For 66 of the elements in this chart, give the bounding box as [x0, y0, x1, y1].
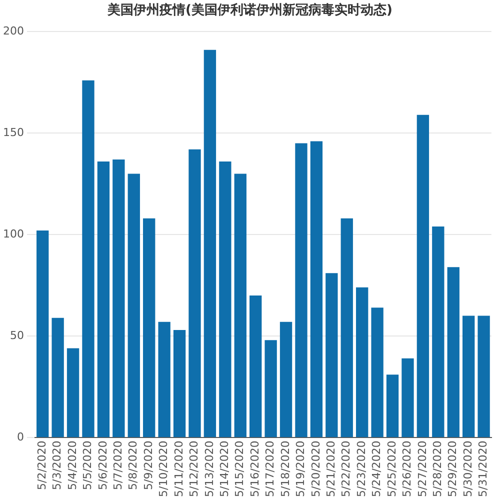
- bar: [280, 322, 292, 438]
- x-tick-label: 5/12/2020: [188, 440, 201, 498]
- bar: [371, 308, 384, 438]
- x-tick-label: 5/19/2020: [294, 440, 308, 498]
- bar: [356, 287, 368, 438]
- bar: [402, 358, 414, 438]
- x-tick-label: 5/2/2020: [35, 440, 48, 490]
- y-tick-label: 200: [2, 24, 24, 38]
- bar: [52, 318, 64, 438]
- bar: [143, 218, 156, 438]
- x-tick-label: 5/8/2020: [126, 440, 140, 490]
- x-tick-label: 5/21/2020: [324, 440, 338, 498]
- x-tick-label: 5/17/2020: [264, 440, 277, 498]
- bar: [264, 340, 277, 438]
- bar: [416, 114, 430, 438]
- x-tick-label: 5/11/2020: [172, 440, 186, 498]
- bar: [128, 174, 140, 438]
- bar: [310, 141, 323, 438]
- x-tick-label: 5/4/2020: [66, 440, 79, 490]
- x-tick-label: 5/25/2020: [385, 440, 398, 498]
- bar: [82, 80, 94, 438]
- chart-title: 美国伊州疫情(美国伊利诺伊州新冠病毒实时动态): [106, 2, 394, 20]
- x-tick-label: 5/29/2020: [446, 440, 460, 498]
- x-tick-label: 5/30/2020: [461, 440, 474, 498]
- bar: [462, 316, 475, 438]
- x-tick-label: 5/16/2020: [248, 440, 262, 498]
- bar: [188, 149, 201, 438]
- x-tick-label: 5/24/2020: [370, 440, 384, 498]
- x-tick-label: 5/26/2020: [400, 440, 414, 498]
- bar: [219, 162, 232, 438]
- x-tick-label: 5/14/2020: [218, 440, 232, 498]
- x-tick-label: 5/9/2020: [142, 440, 155, 490]
- x-tick-label: 5/7/2020: [112, 440, 125, 490]
- y-tick-label: 100: [2, 227, 24, 240]
- x-tick-label: 5/18/2020: [278, 440, 292, 498]
- bar: [250, 296, 262, 438]
- y-tick-label: 150: [2, 126, 24, 139]
- x-tick-label: 5/3/2020: [50, 440, 64, 490]
- x-tick-label: 5/15/2020: [233, 440, 246, 498]
- bar: [478, 316, 490, 438]
- y-tick-label: 0: [16, 430, 24, 444]
- bar: [295, 143, 308, 438]
- x-tick-label: 5/22/2020: [340, 440, 353, 498]
- bar: [340, 218, 353, 438]
- x-tick-label: 5/10/2020: [157, 440, 170, 498]
- x-tick-label: 5/27/2020: [416, 440, 429, 498]
- x-tick-label: 5/6/2020: [96, 440, 110, 490]
- bar: [112, 159, 125, 438]
- bar: [36, 230, 49, 438]
- x-tick-label: 5/28/2020: [431, 440, 444, 498]
- y-tick-label: 50: [10, 328, 24, 342]
- x-tick-label: 5/13/2020: [202, 440, 216, 498]
- bar: [234, 174, 246, 438]
- bar: [97, 162, 110, 438]
- bar: [326, 273, 338, 438]
- bar: [173, 330, 186, 438]
- x-tick-label: 5/23/2020: [354, 440, 368, 498]
- x-tick-label: 5/20/2020: [309, 440, 322, 498]
- bar: [66, 348, 80, 438]
- x-tick-label: 5/31/2020: [476, 440, 490, 498]
- bar: [386, 374, 399, 438]
- bar: [158, 322, 170, 438]
- x-tick-label: 5/5/2020: [81, 440, 94, 490]
- bar: [204, 50, 216, 438]
- bar: [432, 226, 444, 438]
- bar: [447, 267, 460, 438]
